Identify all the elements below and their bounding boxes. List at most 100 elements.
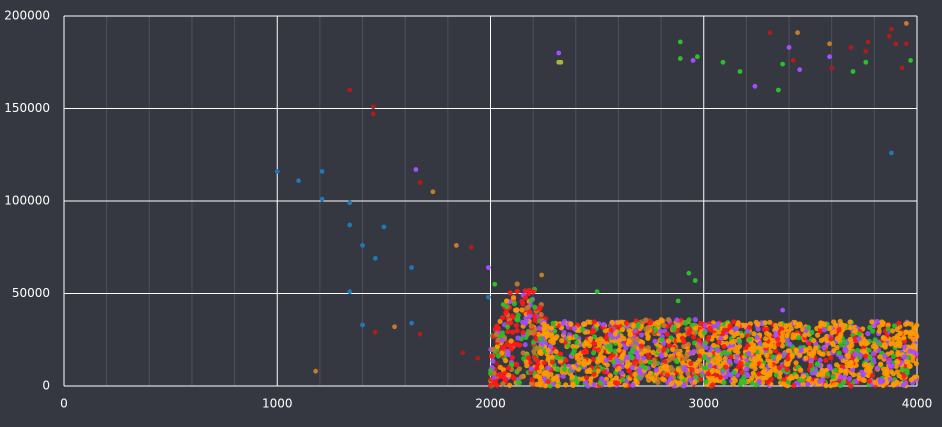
cluster-point xyxy=(677,380,683,386)
data-point xyxy=(274,169,280,174)
cluster-point xyxy=(645,345,651,351)
cluster-point xyxy=(885,359,892,365)
cluster-point xyxy=(649,375,655,381)
cluster-point xyxy=(545,379,551,385)
cluster-point xyxy=(788,326,794,332)
data-point xyxy=(381,224,387,230)
cluster-point xyxy=(739,332,745,339)
cluster-point xyxy=(853,327,859,334)
cluster-point xyxy=(848,383,854,389)
cluster-point xyxy=(848,325,854,331)
cluster-point xyxy=(751,342,757,348)
cluster-point xyxy=(607,355,614,361)
cluster-point xyxy=(495,353,502,359)
cluster-point xyxy=(621,336,627,342)
cluster-point xyxy=(889,363,895,369)
data-point xyxy=(848,45,854,50)
cluster-point xyxy=(634,380,640,386)
cluster-point xyxy=(742,379,748,385)
cluster-point xyxy=(616,365,622,372)
dense-point-clusters xyxy=(487,281,920,389)
cluster-point xyxy=(887,376,893,382)
cluster-point xyxy=(721,343,727,350)
data-point xyxy=(889,26,894,32)
cluster-point xyxy=(913,361,919,367)
cluster-point xyxy=(911,336,917,343)
y-tick-label: 150000 xyxy=(4,101,50,115)
cluster-point xyxy=(640,355,647,361)
cluster-point xyxy=(897,330,904,336)
cluster-point xyxy=(522,342,528,348)
cluster-point xyxy=(765,379,771,385)
cluster-point xyxy=(696,337,702,343)
cluster-point xyxy=(776,365,782,371)
data-point xyxy=(392,324,397,330)
cluster-point xyxy=(638,359,644,365)
cluster-point xyxy=(609,319,615,325)
data-point xyxy=(417,331,423,337)
cluster-point xyxy=(520,319,526,325)
cluster-point xyxy=(553,349,559,355)
cluster-point xyxy=(647,370,654,376)
cluster-point xyxy=(822,321,828,328)
cluster-point xyxy=(507,290,513,296)
cluster-point xyxy=(632,328,638,334)
cluster-point xyxy=(549,354,556,360)
data-point xyxy=(409,320,414,326)
cluster-point xyxy=(734,330,740,337)
cluster-point xyxy=(836,327,842,333)
cluster-point xyxy=(732,377,739,383)
cluster-point xyxy=(752,366,758,372)
cluster-point xyxy=(673,358,679,364)
cluster-point xyxy=(542,375,548,382)
cluster-point xyxy=(514,361,520,367)
cluster-point xyxy=(819,372,825,378)
cluster-point xyxy=(595,368,601,374)
cluster-point xyxy=(665,317,672,323)
cluster-point xyxy=(856,336,862,342)
cluster-point xyxy=(616,347,622,353)
cluster-point xyxy=(809,329,815,335)
cluster-point xyxy=(735,349,741,355)
cluster-point xyxy=(639,332,645,338)
cluster-point xyxy=(692,325,699,331)
cluster-point xyxy=(588,376,594,382)
cluster-point xyxy=(826,351,832,357)
cluster-point xyxy=(666,357,672,363)
cluster-point xyxy=(698,362,704,369)
cluster-point xyxy=(591,319,597,325)
cluster-point xyxy=(766,332,772,338)
cluster-point xyxy=(770,354,776,360)
cluster-point xyxy=(598,357,605,363)
cluster-point xyxy=(801,373,807,380)
cluster-point xyxy=(759,349,765,355)
cluster-point xyxy=(901,335,907,341)
cluster-point xyxy=(870,343,877,349)
cluster-point xyxy=(503,358,509,364)
cluster-point xyxy=(574,340,580,346)
cluster-point xyxy=(723,364,729,370)
cluster-point xyxy=(505,352,511,358)
cluster-point xyxy=(650,349,656,355)
data-point xyxy=(829,65,835,71)
cluster-point xyxy=(870,350,877,356)
cluster-point xyxy=(691,334,697,340)
cluster-point xyxy=(747,336,753,342)
cluster-point xyxy=(762,320,768,326)
cluster-point xyxy=(694,368,700,374)
cluster-point xyxy=(901,373,907,379)
cluster-point xyxy=(746,324,753,331)
cluster-point xyxy=(655,379,661,385)
cluster-point xyxy=(487,382,494,388)
cluster-point xyxy=(759,363,766,369)
cluster-point xyxy=(514,281,520,287)
cluster-point xyxy=(847,360,853,366)
cluster-point xyxy=(787,341,793,347)
cluster-point xyxy=(809,370,815,376)
cluster-point xyxy=(671,324,677,331)
data-point xyxy=(886,33,892,39)
cluster-point xyxy=(811,338,817,344)
cluster-point xyxy=(844,368,850,374)
cluster-point xyxy=(838,354,844,360)
